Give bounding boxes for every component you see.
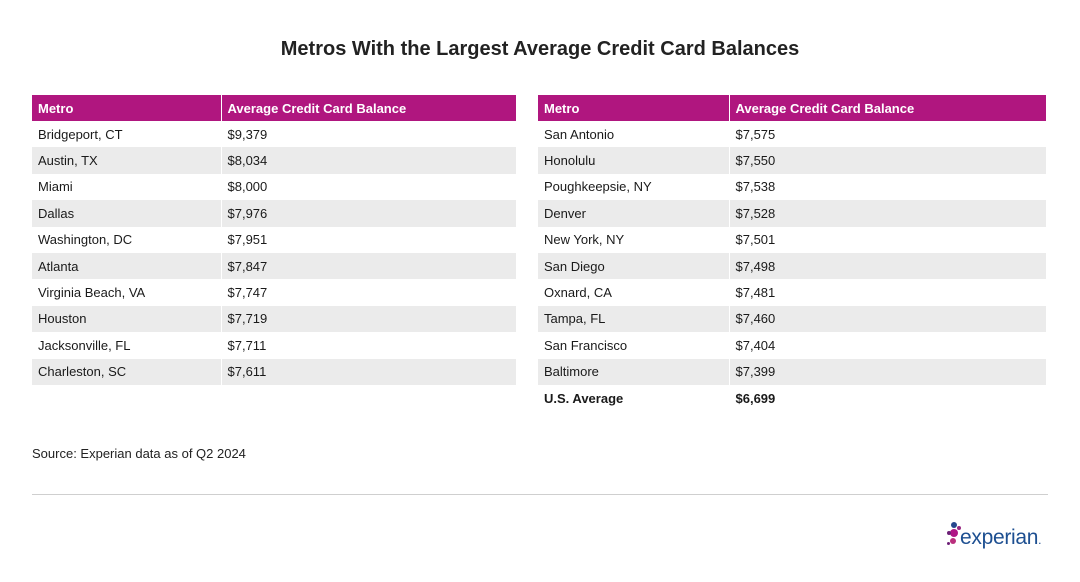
table-row: Jacksonville, FL $7,711 xyxy=(32,332,516,359)
column-header-metro: Metro xyxy=(538,95,729,121)
table-row: Houston $7,719 xyxy=(32,305,516,333)
experian-logo: experian. xyxy=(947,522,1047,552)
metro-cell: Virginia Beach, VA xyxy=(38,285,146,301)
balance-cell: $7,747 xyxy=(220,279,516,306)
table-row: Miami $8,000 xyxy=(32,173,516,201)
metro-cell: Oxnard, CA xyxy=(544,285,612,301)
balance-cell: $7,528 xyxy=(728,200,1046,227)
table-row: San Francisco $7,404 xyxy=(538,332,1046,359)
balance-cell: $8,000 xyxy=(220,173,516,201)
balance-cell: $6,699 xyxy=(728,384,1046,412)
table-row: New York, NY $7,501 xyxy=(538,226,1046,253)
metro-cell: Austin, TX xyxy=(32,147,221,174)
footer-divider xyxy=(32,494,1048,495)
table-row: Bridgeport, CT $9,379 xyxy=(32,121,516,148)
metro-cell: Denver xyxy=(538,200,729,227)
chart-title: Metros With the Largest Average Credit C… xyxy=(280,38,800,60)
table-row: Virginia Beach, VA $7,747 xyxy=(32,279,516,306)
balance-cell: $7,404 xyxy=(728,332,1046,359)
metro-cell: Poughkeepsie, NY xyxy=(544,179,652,195)
table-row: Denver $7,528 xyxy=(538,200,1046,227)
balance-cell: $7,460 xyxy=(728,305,1046,333)
table-row: Poughkeepsie, NY $7,538 xyxy=(538,173,1046,201)
balance-cell: $7,399 xyxy=(728,358,1046,385)
logo-wordmark: experian. xyxy=(960,526,1042,549)
balance-cell: $7,719 xyxy=(220,305,516,333)
table-row: Charleston, SC $7,611 xyxy=(32,358,516,385)
source-note: Source: Experian data as of Q2 2024 xyxy=(32,446,246,461)
balance-cell: $7,611 xyxy=(220,358,516,385)
table-row: Austin, TX $8,034 xyxy=(32,147,516,174)
balance-cell: $7,538 xyxy=(728,173,1046,201)
balance-cell: $7,951 xyxy=(220,226,516,253)
metro-cell: San Antonio xyxy=(544,126,615,142)
table-row: Baltimore $7,399 xyxy=(538,358,1046,385)
table-row: San Antonio $7,575 xyxy=(538,121,1046,148)
balance-cell: $7,550 xyxy=(728,147,1046,174)
metro-cell: Atlanta xyxy=(32,252,221,280)
column-header-metro: Metro xyxy=(32,95,221,121)
metro-cell: Houston xyxy=(32,305,221,333)
metro-cell: Jacksonville, FL xyxy=(38,337,131,353)
table-row: Atlanta $7,847 xyxy=(32,252,516,280)
metro-cell: New York, NY xyxy=(544,232,625,248)
metro-cell: San Francisco xyxy=(544,337,628,353)
balance-cell: $7,711 xyxy=(220,332,516,359)
balance-cell: $7,976 xyxy=(220,200,516,227)
metro-cell: Miami xyxy=(38,179,73,195)
table-row: Dallas $7,976 xyxy=(32,200,516,227)
table-row: San Diego $7,498 xyxy=(538,252,1046,280)
metro-cell: Dallas xyxy=(32,200,221,227)
column-header-balance: Average Credit Card Balance xyxy=(728,95,1046,121)
metro-cell: Charleston, SC xyxy=(32,358,221,385)
metro-cell: Bridgeport, CT xyxy=(38,126,123,142)
metro-cell: U.S. Average xyxy=(538,384,729,412)
us-average-row: U.S. Average $6,699 xyxy=(538,384,1046,412)
table-row: Tampa, FL $7,460 xyxy=(538,305,1046,333)
metro-cell: San Diego xyxy=(538,252,729,280)
table-row: Honolulu $7,550 xyxy=(538,147,1046,174)
balance-cell: $7,847 xyxy=(220,252,516,280)
table-row: Washington, DC $7,951 xyxy=(32,226,516,253)
balances-table-right: Metro Average Credit Card Balance San An… xyxy=(538,95,1046,412)
balance-cell: $7,501 xyxy=(728,226,1046,253)
table-row: Oxnard, CA $7,481 xyxy=(538,279,1046,306)
metro-cell: Baltimore xyxy=(538,358,729,385)
balance-cell: $7,575 xyxy=(728,121,1046,148)
balances-table-left: Metro Average Credit Card Balance Bridge… xyxy=(32,95,516,385)
logo-dots-icon xyxy=(947,522,961,548)
balance-cell: $7,498 xyxy=(728,252,1046,280)
metro-cell: Tampa, FL xyxy=(538,305,729,333)
metro-cell: Honolulu xyxy=(538,147,729,174)
metro-cell: Washington, DC xyxy=(38,232,133,248)
balance-cell: $9,379 xyxy=(220,121,516,148)
balance-cell: $7,481 xyxy=(728,279,1046,306)
balance-cell: $8,034 xyxy=(220,147,516,174)
column-header-balance: Average Credit Card Balance xyxy=(220,95,516,121)
